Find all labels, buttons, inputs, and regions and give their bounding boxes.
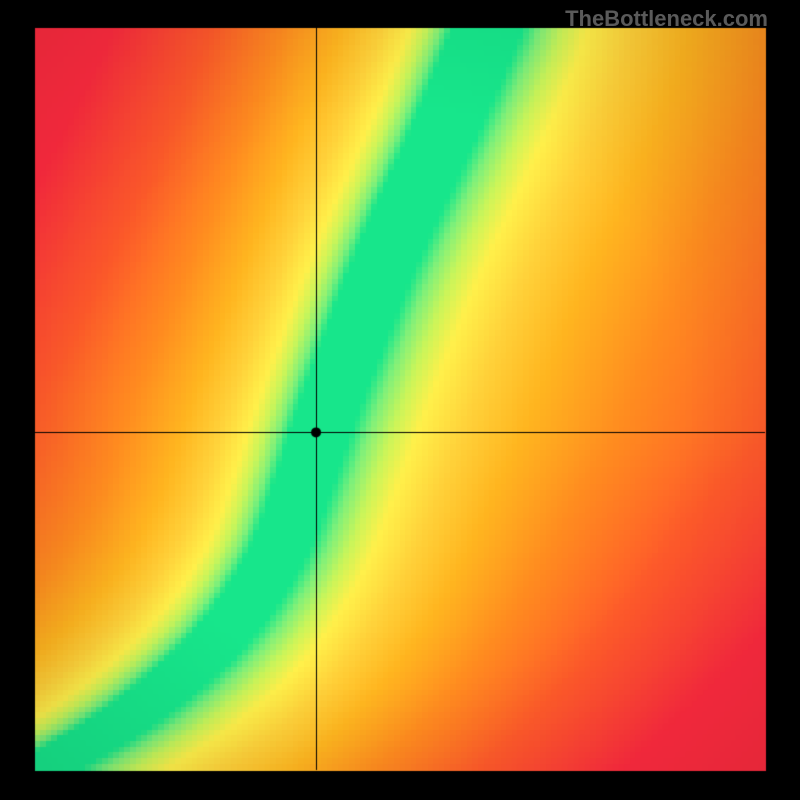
bottleneck-heatmap (0, 0, 800, 800)
source-watermark: TheBottleneck.com (565, 6, 768, 32)
